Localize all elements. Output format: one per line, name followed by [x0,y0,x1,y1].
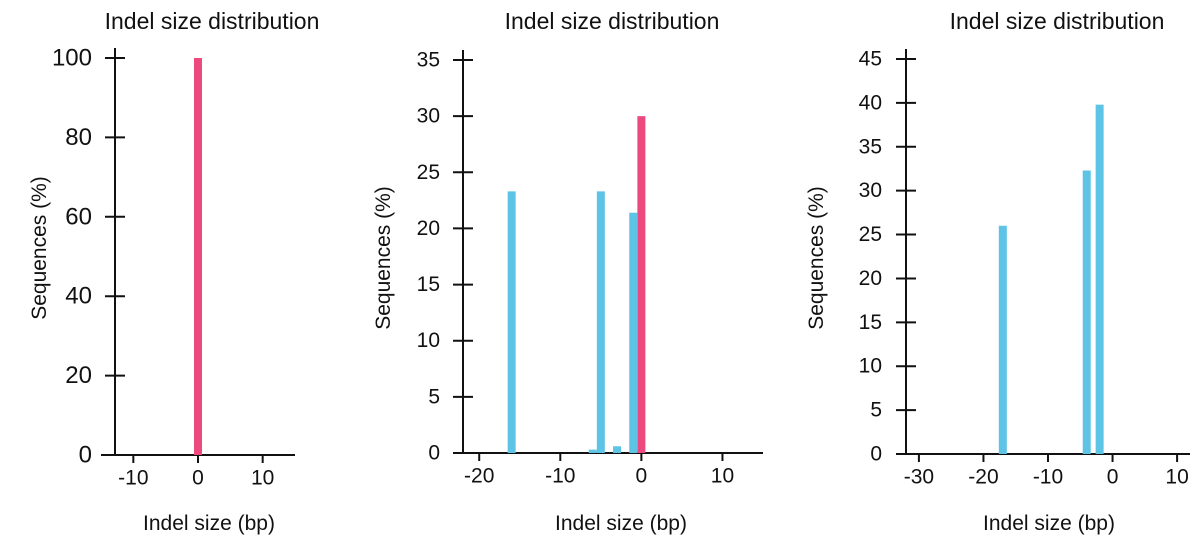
chart-title: Indel size distribution [949,8,1165,34]
y-tick-label: 25 [417,161,440,184]
bar [629,212,638,453]
y-tick-label: 10 [859,355,882,378]
y-tick-label: 25 [859,223,882,246]
bar-chart-1: 0 20 40 60 80 100 -10 0 10 [52,45,295,490]
y-tick-label: 5 [428,385,440,408]
chart-title: Indel size distribution [504,8,720,34]
x-tick-label: 0 [192,467,204,490]
x-tick-label: -30 [904,466,934,489]
bar [998,225,1007,454]
y-tick-label: 0 [870,443,882,466]
x-axis-label: Indel size (bp) [555,512,687,535]
bar [1095,104,1104,455]
bar [194,58,202,455]
x-tick-label: -20 [464,465,494,488]
x-tick-label: 10 [251,467,274,490]
y-tick-label: 35 [417,49,440,72]
x-axis-label: Indel size (bp) [143,512,275,535]
y-tick-label: 10 [417,329,440,352]
x-tick-label: 0 [636,465,648,488]
y-tick-label: 100 [52,45,92,72]
x-tick-label: -10 [545,465,575,488]
y-tick-label: 5 [870,399,882,422]
chart-panel-1: Indel size distribution 0 20 40 60 80 100 -10 0… [0,0,390,538]
x-tick-label: -20 [968,466,998,489]
bar [613,446,622,453]
bar [596,191,605,454]
y-tick-label: 0 [79,442,92,469]
chart-title: Indel size distribution [104,8,320,34]
y-tick-label: 15 [417,273,440,296]
chart-panel-2: Indel size distribution 0 5 10 15 20 25 30 35 -2… [372,8,763,535]
x-tick-label: 10 [711,465,734,488]
y-tick-label: 30 [859,179,882,202]
x-tick-label: 10 [1165,466,1188,489]
x-tick-label: -10 [118,467,148,490]
bar [588,449,597,453]
y-tick-label: 30 [417,105,440,128]
bar [637,116,646,454]
y-tick-label: 80 [65,124,92,151]
y-tick-label: 0 [428,442,440,465]
x-tick-label: -10 [1033,466,1063,489]
y-axis-label: Sequences (%) [805,186,828,330]
y-tick-label: 15 [859,311,882,334]
y-tick-label: 20 [65,362,92,389]
x-tick-label: 0 [1107,466,1119,489]
y-tick-label: 35 [859,135,882,158]
y-tick-label: 40 [859,91,882,114]
x-axis-label: Indel size (bp) [983,512,1115,535]
y-tick-label: 20 [859,267,882,290]
y-tick-label: 60 [65,203,92,230]
bar [1082,170,1091,454]
y-tick-label: 20 [417,217,440,240]
bar-chart-2: 0 5 10 15 20 25 30 35 -20 -10 0 10 [417,49,763,488]
y-tick-label: 45 [859,48,882,71]
bar [507,191,516,454]
y-tick-label: 40 [65,283,92,310]
